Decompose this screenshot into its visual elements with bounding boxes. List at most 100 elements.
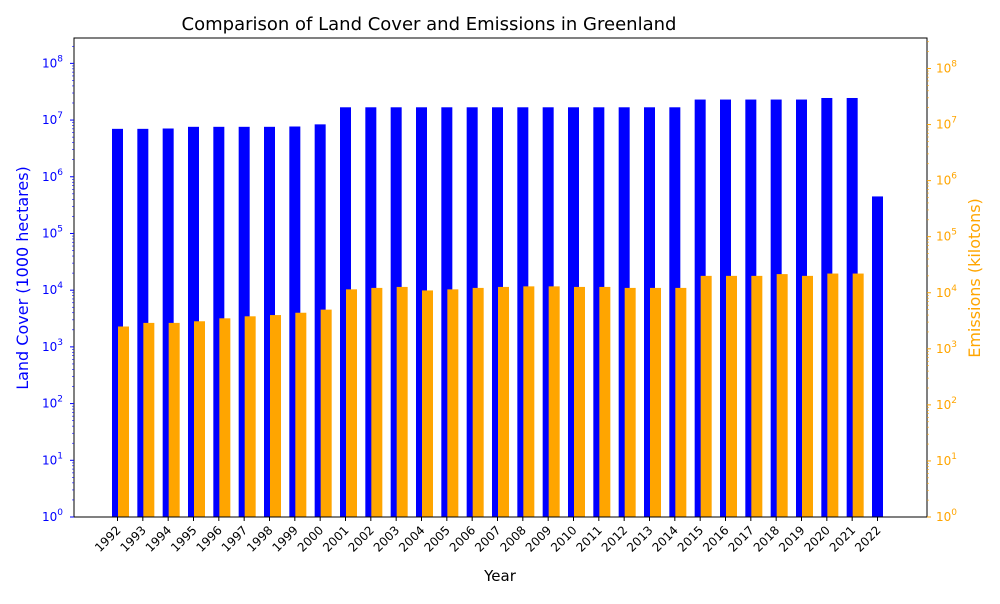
emissions-bar-2016 <box>726 275 737 517</box>
y-tick-label: 105 <box>936 228 957 244</box>
x-tick-label: 2017 <box>725 523 756 554</box>
y-tick-label: 106 <box>42 168 63 184</box>
emissions-bars <box>118 273 864 517</box>
y-axis-right-label: Emissions (kilotons) <box>965 198 984 358</box>
x-tick-label: 2020 <box>801 523 832 554</box>
land-cover-bar-2009 <box>542 107 554 517</box>
emissions-bar-1992 <box>118 326 129 517</box>
y-tick-label: 103 <box>42 338 63 354</box>
x-tick-label: 1996 <box>193 523 224 554</box>
y-tick-label: 103 <box>936 340 957 356</box>
x-tick-label: 2007 <box>472 523 503 554</box>
y-tick-label: 100 <box>42 508 63 524</box>
emissions-bar-2010 <box>574 286 585 517</box>
x-tick-label: 2010 <box>548 523 579 554</box>
land-cover-bars <box>112 97 883 518</box>
emissions-bar-2002 <box>371 287 383 517</box>
x-tick-label: 2000 <box>295 523 326 554</box>
land-cover-bar-2007 <box>492 107 503 517</box>
land-cover-bar-1998 <box>264 126 275 517</box>
emissions-bar-1997 <box>244 316 256 517</box>
emissions-bar-2013 <box>650 287 661 517</box>
emissions-bar-2006 <box>472 287 484 517</box>
land-cover-bar-2003 <box>390 107 402 517</box>
land-cover-bar-2006 <box>466 107 478 517</box>
x-tick-label: 1998 <box>244 523 275 554</box>
emissions-bar-2012 <box>624 287 636 517</box>
emissions-bar-1998 <box>270 315 281 517</box>
y-tick-label: 100 <box>936 508 957 524</box>
emissions-bar-2008 <box>523 286 535 517</box>
emissions-bar-2020 <box>827 273 839 517</box>
x-tick-label: 2015 <box>675 523 706 554</box>
land-cover-bar-2016 <box>720 99 731 518</box>
land-cover-bar-2020 <box>821 97 833 518</box>
x-tick-label: 2006 <box>447 523 478 554</box>
x-tick-label: 1999 <box>269 523 300 554</box>
land-cover-bar-2004 <box>416 107 427 517</box>
land-cover-bar-2002 <box>365 107 377 517</box>
chart-title: Comparison of Land Cover and Emissions i… <box>182 14 677 35</box>
y-tick-label: 108 <box>936 60 957 76</box>
emissions-bar-2003 <box>396 286 408 517</box>
land-cover-bar-2021 <box>846 97 858 518</box>
x-tick-label: 2004 <box>396 523 427 554</box>
land-cover-bar-1995 <box>188 126 199 517</box>
emissions-bar-2009 <box>548 286 560 517</box>
emissions-bar-1994 <box>168 322 180 517</box>
land-cover-bar-2000 <box>314 124 326 518</box>
x-axis: 1992199319941995199619971998199920002001… <box>92 517 884 555</box>
x-tick-label: 2021 <box>827 523 858 554</box>
x-tick-label: 2019 <box>776 523 807 554</box>
emissions-bar-2004 <box>422 290 433 517</box>
land-cover-bar-1993 <box>137 128 149 517</box>
land-cover-bar-2019 <box>796 99 807 518</box>
land-cover-bar-2015 <box>694 99 706 518</box>
x-tick-label: 2022 <box>852 523 883 554</box>
x-tick-label: 2013 <box>624 523 655 554</box>
land-cover-bar-1999 <box>289 126 301 517</box>
land-cover-bar-1992 <box>112 128 123 517</box>
y-tick-label: 107 <box>936 116 957 132</box>
emissions-bar-2014 <box>675 287 687 517</box>
emissions-bar-2019 <box>802 275 813 517</box>
land-cover-bar-2012 <box>618 107 630 517</box>
y-tick-label: 106 <box>936 172 957 188</box>
land-cover-bar-2005 <box>441 107 453 517</box>
x-axis-label: Year <box>483 567 517 585</box>
emissions-bar-2015 <box>700 275 712 517</box>
land-cover-bar-1996 <box>213 126 225 517</box>
x-tick-label: 1997 <box>219 523 250 554</box>
x-tick-label: 2012 <box>599 523 630 554</box>
land-cover-bar-2018 <box>770 99 782 518</box>
y-axis-left: 100 101 102 103 104 105 106 107 108 <box>42 45 74 524</box>
x-tick-label: 2001 <box>320 523 351 554</box>
emissions-bar-2000 <box>320 309 332 517</box>
land-cover-bar-2008 <box>517 107 529 517</box>
emissions-bar-1995 <box>194 321 205 517</box>
x-tick-label: 2005 <box>421 523 452 554</box>
y-axis-left-label: Land Cover (1000 hectares) <box>13 166 32 390</box>
land-cover-bar-1994 <box>162 128 174 517</box>
land-cover-bar-2010 <box>568 107 579 517</box>
emissions-bar-2001 <box>346 289 357 517</box>
x-tick-label: 1992 <box>92 523 123 554</box>
x-tick-label: 1995 <box>168 523 199 554</box>
x-tick-label: 2011 <box>573 523 604 554</box>
emissions-bar-2021 <box>852 273 864 517</box>
emissions-bar-2011 <box>599 286 611 517</box>
x-tick-label: 2009 <box>523 523 554 554</box>
emissions-bar-2018 <box>776 274 788 517</box>
emissions-bar-2005 <box>447 289 459 517</box>
x-tick-label: 2003 <box>371 523 402 554</box>
y-tick-label: 101 <box>936 452 957 468</box>
y-tick-label: 107 <box>42 111 63 127</box>
land-cover-bar-2022 <box>872 196 883 517</box>
x-tick-label: 1993 <box>117 523 148 554</box>
land-cover-bar-2014 <box>669 107 681 517</box>
y-axis-right: 100 101 102 103 104 105 106 107 108 <box>927 41 957 524</box>
emissions-bar-1999 <box>295 312 307 517</box>
land-cover-bar-2013 <box>644 107 655 517</box>
